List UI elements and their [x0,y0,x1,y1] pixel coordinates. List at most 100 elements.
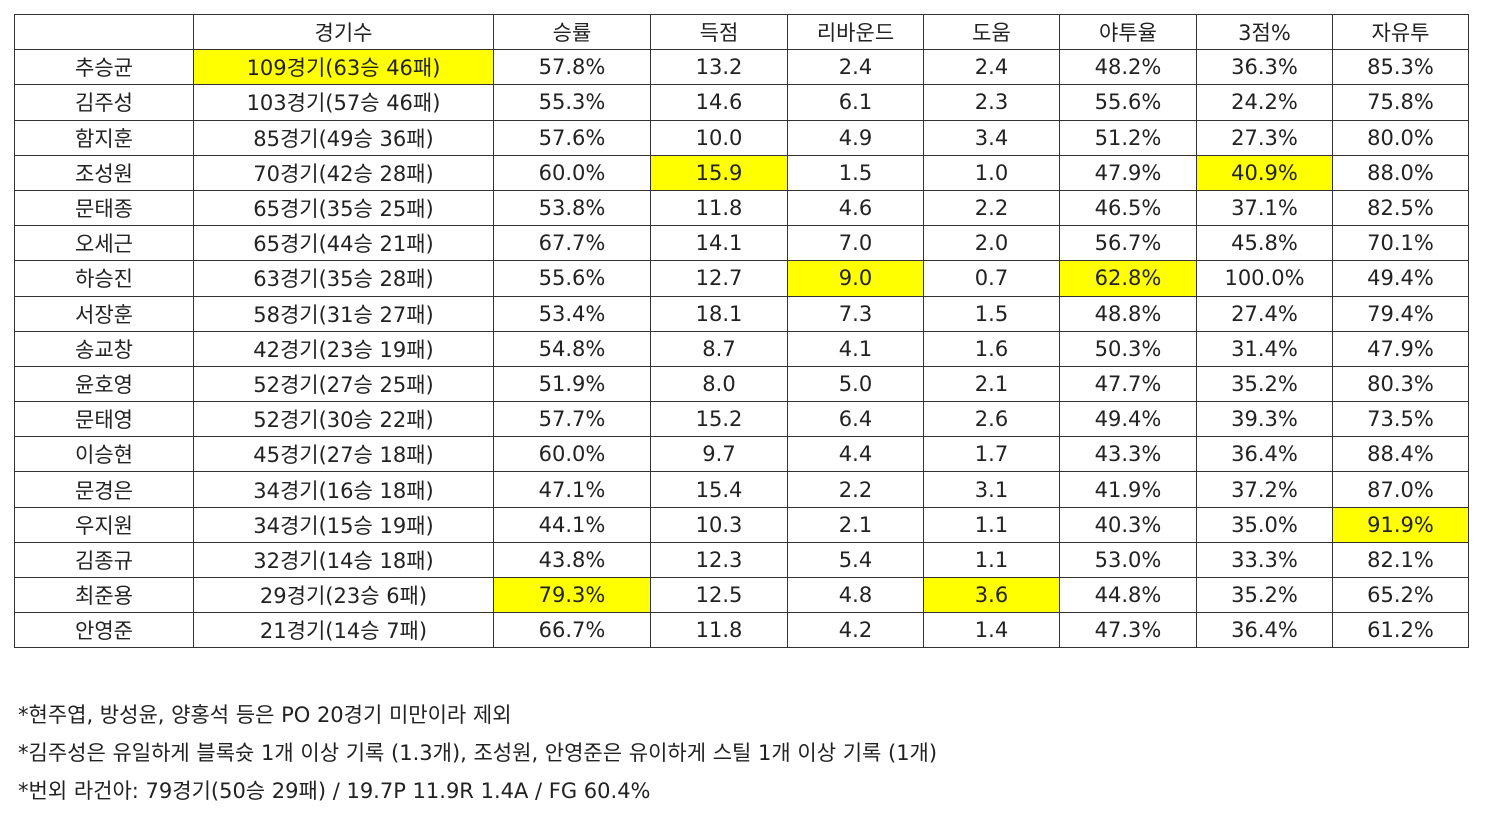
stat-cell: 53.8% [493,189,651,227]
table-row: 우지원 34경기(15승 19패) 44.1% 10.3 2.1 1.1 40.3% 35.0… [14,506,1469,543]
stat-cell: 36.4% [1196,612,1333,649]
stat-cell: 0.7 [923,260,1060,297]
stat-cell: 57.8% [493,49,651,86]
stat-cell: 8.0 [650,365,788,403]
stat-cell: 50.3% [1059,330,1197,367]
player-name: 문태영 [14,401,194,438]
stat-cell: 42경기(23승 19패) [193,330,494,367]
stat-cell: 36.3% [1196,49,1333,86]
stat-cell: 2.6 [923,401,1060,438]
stat-cell: 21경기(14승 7패) [193,612,494,649]
stat-cell: 44.1% [493,506,651,543]
stat-cell: 27.3% [1196,119,1333,156]
stat-cell: 14.1 [650,225,788,262]
note-line: *현주엽, 방성윤, 양홍석 등은 PO 20경기 미만이라 제외 [18,703,512,727]
table-row: 김종규 32경기(14승 18패) 43.8% 12.3 5.4 1.1 53.0% 33.3… [14,541,1469,579]
header-cell: 승률 [493,13,651,51]
stat-cell: 24.2% [1196,84,1333,121]
note-line: *김주성은 유일하게 블록슛 1개 이상 기록 (1.3개), 조성원, 안영준… [18,741,938,765]
stat-cell: 35.2% [1196,365,1333,403]
table-row: 추승균 109경기(63승 46패) 57.8% 13.2 2.4 2.4 48.2% 36.… [14,49,1469,86]
table-row: 송교창 42경기(23승 19패) 54.8% 8.7 4.1 1.6 50.3% 31.4%… [14,330,1469,367]
stat-cell: 35.2% [1196,576,1333,614]
stat-cell: 12.5 [650,576,788,614]
stat-cell: 4.4 [787,436,924,473]
table-row: 최준용 29경기(23승 6패) 79.3% 12.5 4.8 3.6 44.8% 35.2%… [14,576,1469,614]
stat-cell: 1.5 [923,295,1060,332]
table-row: 함지훈 85경기(49승 36패) 57.6% 10.0 4.9 3.4 51.2% 27.3… [14,119,1469,156]
player-name: 하승진 [14,260,194,297]
stat-cell: 37.1% [1196,189,1333,227]
stat-cell: 10.0 [650,119,788,156]
stat-cell: 11.8 [650,612,788,649]
header-cell: 득점 [650,13,788,51]
stat-cell: 43.8% [493,541,651,579]
player-name: 이승현 [14,436,194,473]
stat-cell: 4.8 [787,576,924,614]
stat-cell: 62.8% [1059,260,1197,297]
stat-cell: 34경기(16승 18패) [193,471,494,508]
stat-cell: 15.9 [650,154,788,191]
stat-cell: 88.4% [1332,436,1469,473]
header-row: 경기수 승률 득점 리바운드 도움 야투율 3점% 자유투 [14,13,1469,51]
stat-cell: 49.4% [1059,401,1197,438]
stat-cell: 70경기(42승 28패) [193,154,494,191]
stat-cell: 85경기(49승 36패) [193,119,494,156]
stat-cell: 58경기(31승 27패) [193,295,494,332]
stat-cell: 35.0% [1196,506,1333,543]
stat-cell: 109경기(63승 46패) [193,49,494,86]
stat-cell: 15.2 [650,401,788,438]
stat-cell: 53.4% [493,295,651,332]
table-row: 문태영 52경기(30승 22패) 57.7% 15.2 6.4 2.6 49.4% 39.3… [14,401,1469,438]
stat-cell: 48.8% [1059,295,1197,332]
stat-cell: 4.1 [787,330,924,367]
header-cell: 자유투 [1332,13,1469,51]
table-row: 문태종 65경기(35승 25패) 53.8% 11.8 4.6 2.2 46.5% 37.1… [14,189,1469,227]
notes: *현주엽, 방성윤, 양홍석 등은 PO 20경기 미만이라 제외 *김주성은 유… [18,696,937,810]
stat-cell: 65경기(44승 21패) [193,225,494,262]
stat-cell: 47.3% [1059,612,1197,649]
stat-cell: 87.0% [1332,471,1469,508]
stat-cell: 61.2% [1332,612,1469,649]
stat-cell: 5.0 [787,365,924,403]
stat-cell: 15.4 [650,471,788,508]
stat-cell: 47.1% [493,471,651,508]
stat-cell: 32경기(14승 18패) [193,541,494,579]
stat-cell: 88.0% [1332,154,1469,191]
player-name: 문경은 [14,471,194,508]
stat-cell: 49.4% [1332,260,1469,297]
table-row: 서장훈 58경기(31승 27패) 53.4% 18.1 7.3 1.5 48.8% 27.4… [14,295,1469,332]
stat-cell: 40.3% [1059,506,1197,543]
stat-cell: 2.2 [923,189,1060,227]
player-name: 송교창 [14,330,194,367]
stats-table: 경기수 승률 득점 리바운드 도움 야투율 3점% 자유투 추승균 109경기(63승 46패)… [14,13,1469,649]
stat-cell: 80.0% [1332,119,1469,156]
stat-cell: 79.4% [1332,295,1469,332]
stat-cell: 2.0 [923,225,1060,262]
stat-cell: 47.9% [1059,154,1197,191]
header-cell: 3점% [1196,13,1333,51]
stat-cell: 18.1 [650,295,788,332]
stat-cell: 57.7% [493,401,651,438]
stat-cell: 1.0 [923,154,1060,191]
stat-cell: 47.7% [1059,365,1197,403]
stat-cell: 6.1 [787,84,924,121]
stat-cell: 103경기(57승 46패) [193,84,494,121]
stat-cell: 100.0% [1196,260,1333,297]
stat-cell: 8.7 [650,330,788,367]
stat-cell: 65경기(35승 25패) [193,189,494,227]
stat-cell: 9.7 [650,436,788,473]
stat-cell: 9.0 [787,260,924,297]
table-row: 하승진 63경기(35승 28패) 55.6% 12.7 9.0 0.7 62.8% 100.… [14,260,1469,297]
stat-cell: 2.3 [923,84,1060,121]
table-row: 오세근 65경기(44승 21패) 67.7% 14.1 7.0 2.0 56.7% 45.8… [14,225,1469,262]
stat-cell: 27.4% [1196,295,1333,332]
player-name: 윤호영 [14,365,194,403]
stat-cell: 91.9% [1332,506,1469,543]
player-name: 함지훈 [14,119,194,156]
stat-cell: 12.7 [650,260,788,297]
stat-cell: 39.3% [1196,401,1333,438]
stat-cell: 60.0% [493,154,651,191]
stat-cell: 60.0% [493,436,651,473]
table-row: 문경은 34경기(16승 18패) 47.1% 15.4 2.2 3.1 41.9% 37.2… [14,471,1469,508]
